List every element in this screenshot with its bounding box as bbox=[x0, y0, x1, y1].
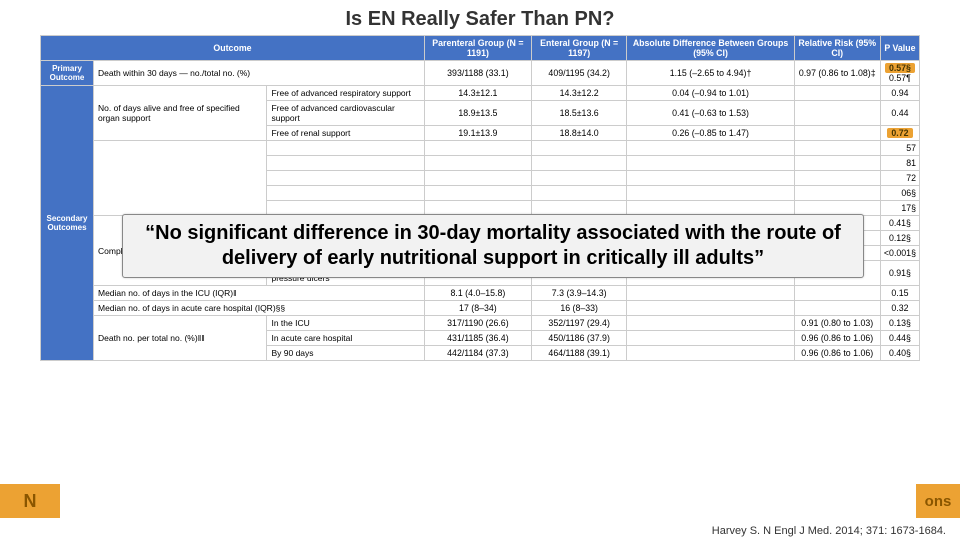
median-row: Median no. of days in the ICU (IQR)‖8.1 … bbox=[41, 286, 920, 301]
death-row: Death no. per total no. (%)‖‖In the ICU3… bbox=[41, 316, 920, 331]
table-container: Outcome Parenteral Group (N = 1191) Ente… bbox=[40, 35, 920, 361]
col-rr: Relative Risk (95% CI) bbox=[794, 36, 880, 61]
bottom-right-fragment: ons bbox=[916, 484, 960, 518]
col-diff: Absolute Difference Between Groups (95% … bbox=[627, 36, 794, 61]
col-outcome: Outcome bbox=[41, 36, 425, 61]
col-pn: Parenteral Group (N = 1191) bbox=[424, 36, 531, 61]
header-row: Outcome Parenteral Group (N = 1191) Ente… bbox=[41, 36, 920, 61]
quote-overlay: “No significant difference in 30-day mor… bbox=[122, 214, 864, 278]
col-p: P Value bbox=[880, 36, 919, 61]
organ-row: Secondary OutcomesNo. of days alive and … bbox=[41, 86, 920, 101]
median-row: Median no. of days in acute care hospita… bbox=[41, 301, 920, 316]
page-title: Is EN Really Safer Than PN? bbox=[0, 0, 960, 35]
bottom-left-fragment: N bbox=[0, 484, 60, 518]
outcome-table: Outcome Parenteral Group (N = 1191) Ente… bbox=[40, 35, 920, 361]
hidden-row: 57 bbox=[41, 141, 920, 156]
primary-row: Primary OutcomeDeath within 30 days — no… bbox=[41, 61, 920, 86]
citation: Harvey S. N Engl J Med. 2014; 371: 1673-… bbox=[712, 525, 946, 537]
col-en: Enteral Group (N = 1197) bbox=[531, 36, 627, 61]
